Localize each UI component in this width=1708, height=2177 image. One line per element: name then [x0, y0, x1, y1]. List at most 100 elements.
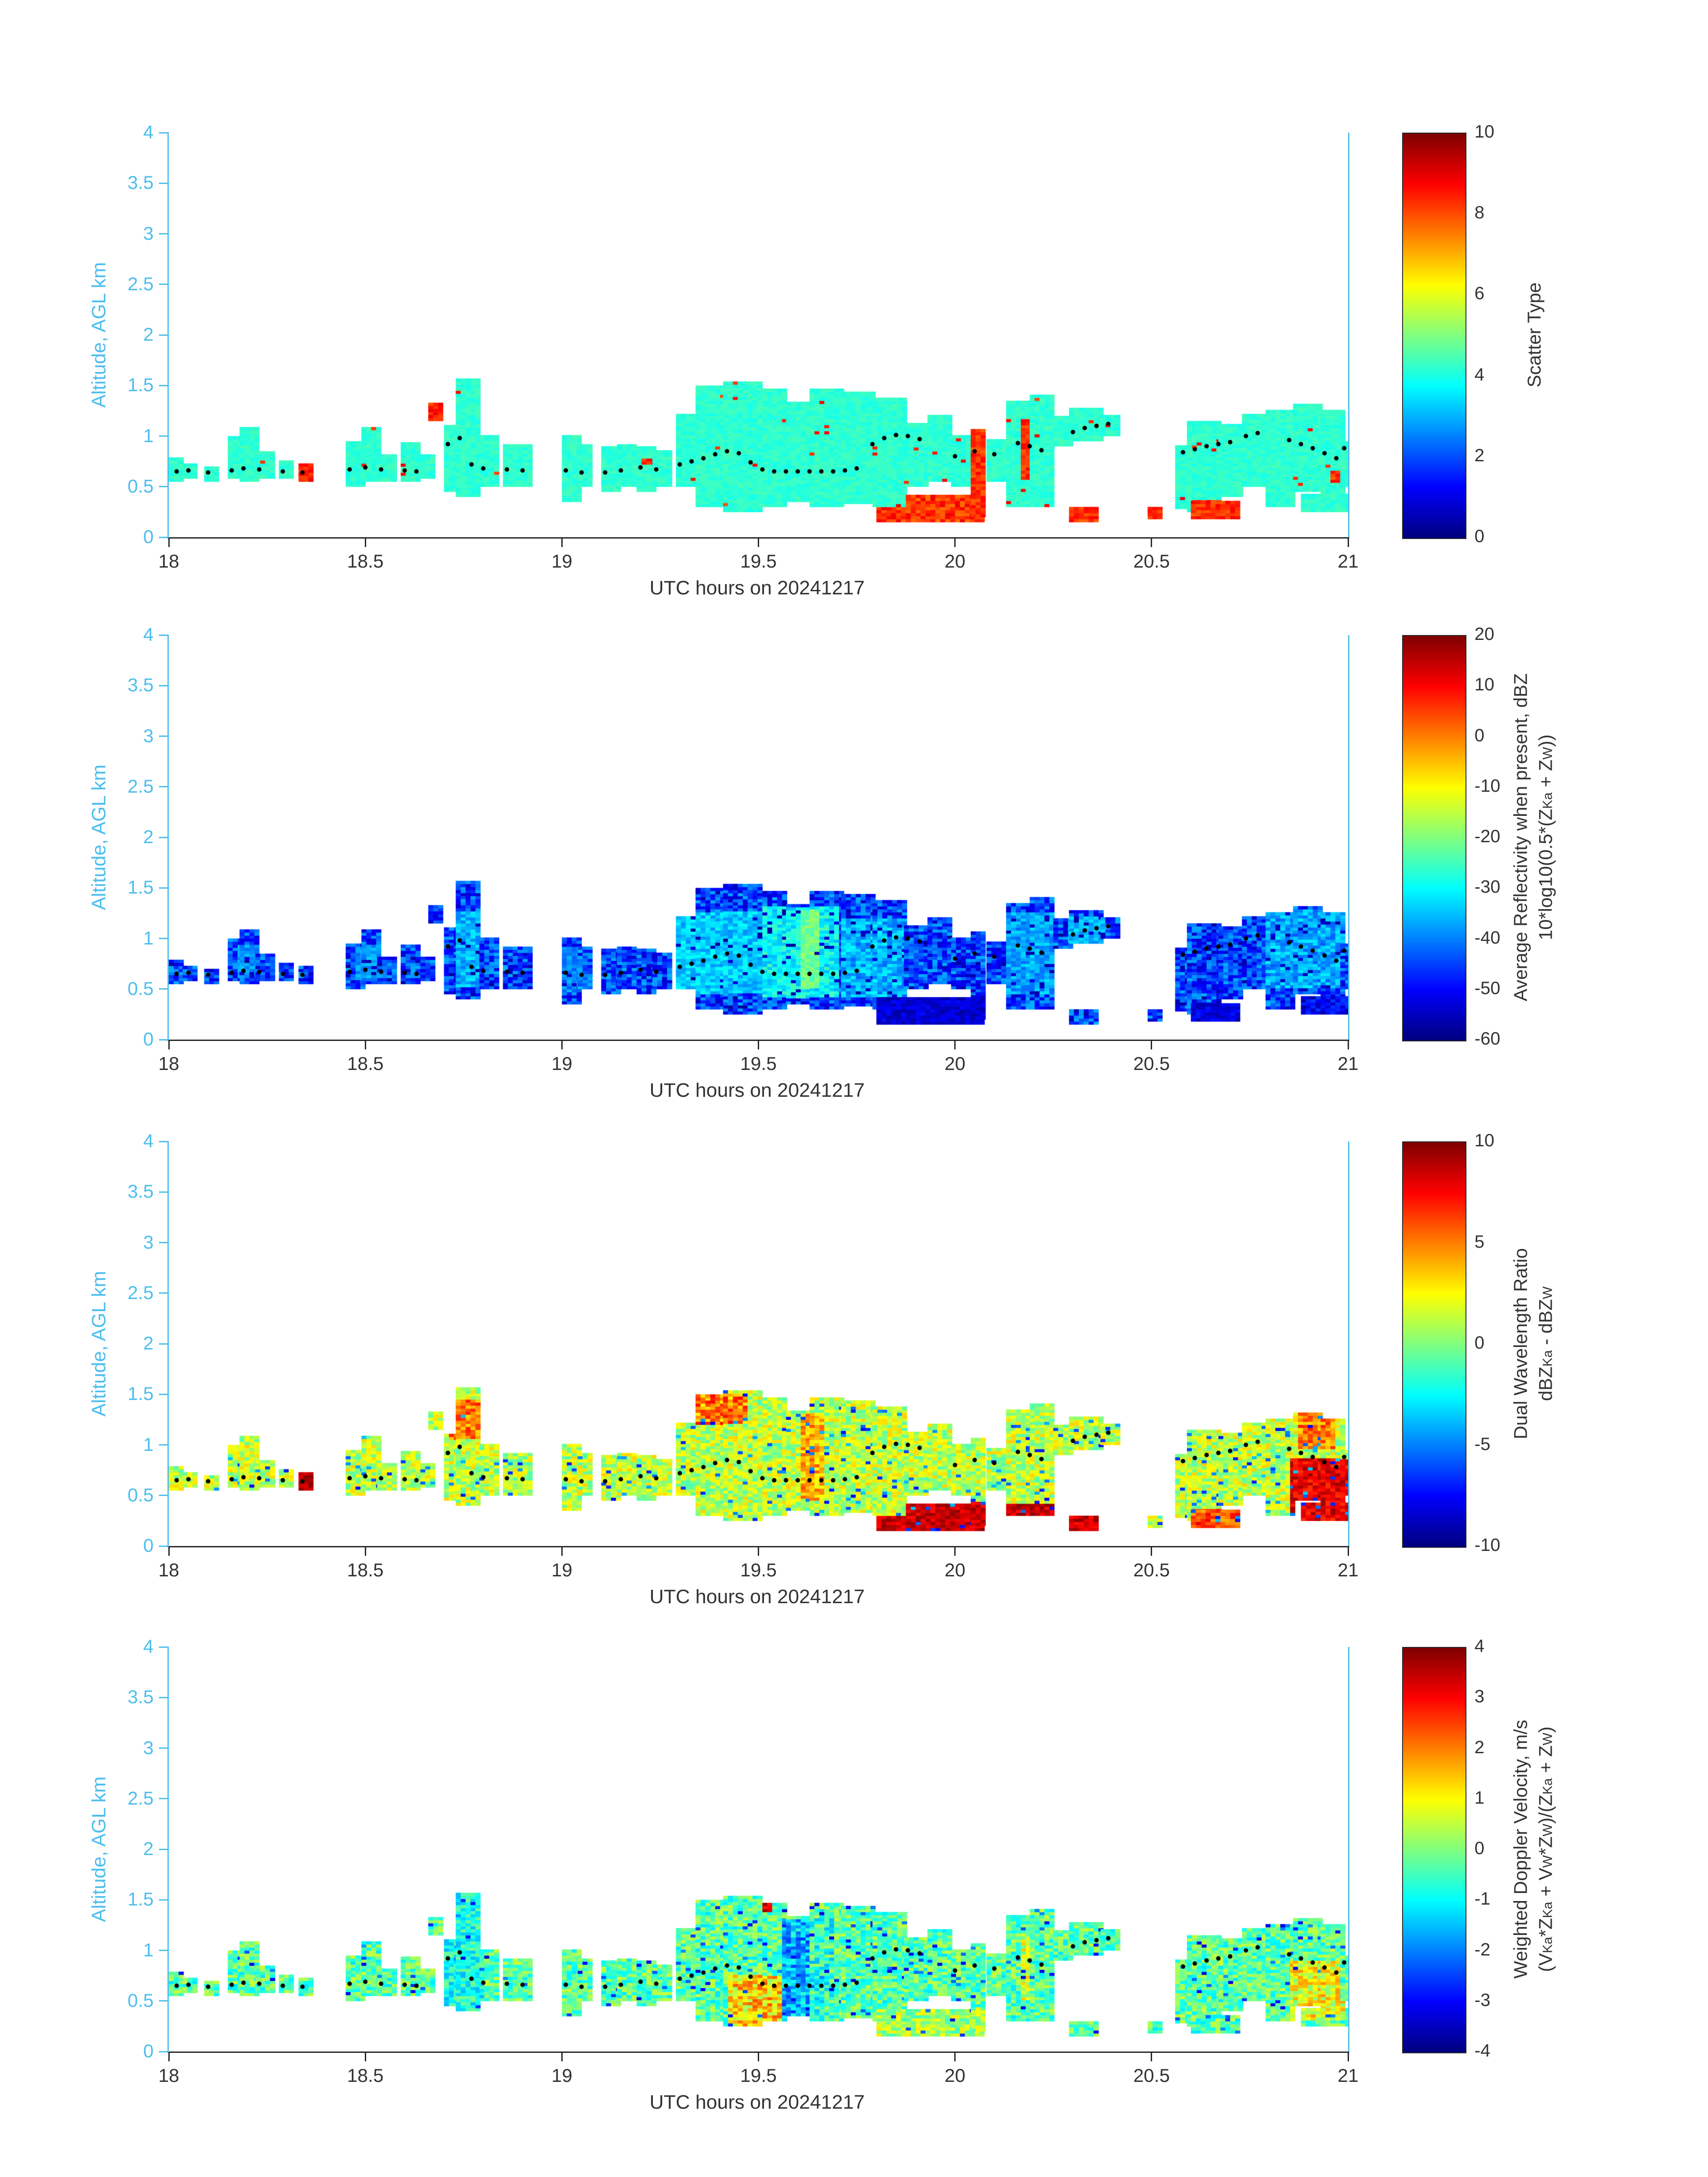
colorbar-tick-label: -5: [1474, 1434, 1491, 1454]
y-tick-label: 3: [143, 725, 154, 746]
y-tick-label: 0: [143, 526, 154, 547]
colorbar-tick-label: 5: [1474, 1232, 1485, 1252]
y-tick-label: 2.5: [127, 775, 154, 797]
colorbar-tick-label: 0: [1474, 725, 1485, 745]
y-tick-mark: [159, 1696, 169, 1698]
x-tick-label: 19.5: [740, 551, 777, 572]
y-tick-mark: [159, 2051, 169, 2052]
colorbar-tick-label: 10: [1474, 122, 1495, 142]
y-tick-label: 0: [143, 1028, 154, 1049]
y-tick-label: 1.5: [127, 374, 154, 396]
x-tick-mark: [364, 1546, 366, 1556]
x-tick-mark: [364, 2052, 366, 2061]
colorbar-tick-label: 3: [1474, 1687, 1485, 1707]
y-tick-mark: [159, 685, 169, 686]
x-tick-mark: [561, 2052, 563, 2061]
x-tick-label: 19: [551, 551, 572, 572]
y-tick-label: 3: [143, 1231, 154, 1253]
y-tick-label: 2: [143, 324, 154, 345]
y-tick-mark: [159, 2000, 169, 2002]
y-tick-mark: [159, 1393, 169, 1395]
y-tick-label: 3: [143, 222, 154, 244]
colorbar-tick-label: 0: [1474, 526, 1485, 546]
y-tick-mark: [159, 1950, 169, 1951]
x-tick-label: 21: [1337, 1559, 1359, 1580]
y-tick-label: 4: [143, 1130, 154, 1151]
y-tick-label: 1: [143, 927, 154, 949]
y-tick-label: 1.5: [127, 1889, 154, 1910]
y-tick-label: 3: [143, 1737, 154, 1758]
x-axis-label: UTC hours on 20241217: [649, 1586, 865, 1608]
x-tick-label: 20: [944, 2065, 966, 2086]
y-tick-label: 0.5: [127, 1989, 154, 2011]
x-tick-label: 20: [944, 1053, 966, 1074]
label-text: dBZ: [1535, 1366, 1556, 1401]
x-tick-mark: [954, 2052, 956, 2061]
y-tick-mark: [159, 1039, 169, 1040]
x-tick-mark: [168, 1040, 170, 1049]
y-tick-label: 2.5: [127, 1282, 154, 1303]
x-axis-label: UTC hours on 20241217: [649, 2091, 865, 2113]
colorbar-tick-label: -10: [1474, 1535, 1500, 1555]
x-tick-mark: [758, 1546, 759, 1556]
label-text: ): [1535, 1726, 1556, 1733]
y-tick-mark: [159, 1191, 169, 1193]
y-tick-label: 3.5: [127, 172, 154, 193]
colorbar-tick-label: 4: [1474, 1636, 1485, 1656]
x-tick-mark: [954, 1040, 956, 1049]
y-tick-mark: [159, 1646, 169, 1648]
subscript-text: W: [1540, 1286, 1555, 1300]
x-tick-mark: [168, 2052, 170, 2061]
x-tick-mark: [758, 537, 759, 547]
x-tick-label: 18.5: [347, 2065, 384, 2086]
y-tick-mark: [159, 1848, 169, 1850]
x-tick-mark: [168, 1546, 170, 1556]
x-tick-mark: [364, 537, 366, 547]
y-tick-mark: [159, 1899, 169, 1901]
y-tick-label: 0.5: [127, 1484, 154, 1505]
colorbar: [1402, 1141, 1466, 1548]
panel-average-reflectivity: Altitude, AGL km 18 18.5 19 19.5 20 20.5 21 0 0.…: [0, 624, 1708, 1137]
colorbar-tick-label: -2: [1474, 1939, 1491, 1960]
x-tick-label: 18.5: [347, 1053, 384, 1074]
colorbar-tick-label: -30: [1474, 877, 1500, 897]
heatmap-canvas: [169, 133, 1348, 537]
colorbar-gradient: [1403, 134, 1466, 538]
y-tick-mark: [159, 334, 169, 336]
x-tick-label: 21: [1337, 1053, 1359, 1074]
colorbar-gradient: [1403, 1648, 1466, 2052]
colorbar-tick-label: 1: [1474, 1788, 1485, 1808]
colorbar: [1402, 133, 1466, 539]
y-tick-label: 0.5: [127, 978, 154, 999]
colorbar-tick-label: -50: [1474, 978, 1500, 998]
x-tick-label: 18: [158, 1053, 180, 1074]
colorbar-tick-label: -10: [1474, 776, 1500, 796]
plot-area: 18 18.5 19 19.5 20 20.5 21 0 0.5 1 1.5 2 2.5 3 3.5 4: [128, 121, 1359, 572]
x-tick-label: 19.5: [740, 2065, 777, 2086]
heatmap-canvas: [169, 635, 1348, 1040]
x-axis-label: UTC hours on 20241217: [649, 1079, 865, 1101]
x-tick-label: 19.5: [740, 1053, 777, 1074]
colorbar-tick-label: -4: [1474, 2041, 1491, 2060]
x-tick-label: 18: [158, 1559, 180, 1580]
panel-scatter-type: Altitude, AGL km 18 18.5 19 19.5 20 20.5 21 0 0.…: [0, 121, 1708, 635]
colorbar-tick-label: 20: [1474, 624, 1495, 644]
y-tick-mark: [159, 938, 169, 939]
x-tick-label: 20.5: [1133, 551, 1170, 572]
y-tick-mark: [159, 735, 169, 737]
y-tick-mark: [159, 988, 169, 990]
x-tick-mark: [1347, 1040, 1349, 1049]
x-tick-mark: [1347, 2052, 1349, 2061]
y-tick-mark: [159, 1242, 169, 1243]
colorbar-tick-label: -3: [1474, 1990, 1491, 2010]
x-tick-label: 19: [551, 2065, 572, 2086]
colorbar: [1402, 1647, 1466, 2053]
y-tick-label: 1.5: [127, 1383, 154, 1404]
y-tick-mark: [159, 1495, 169, 1496]
x-tick-mark: [758, 1040, 759, 1049]
x-tick-label: 21: [1337, 551, 1359, 572]
heatmap-canvas: [169, 1647, 1348, 2052]
colorbar-gradient: [1403, 636, 1466, 1040]
x-tick-label: 18: [158, 2065, 180, 2086]
